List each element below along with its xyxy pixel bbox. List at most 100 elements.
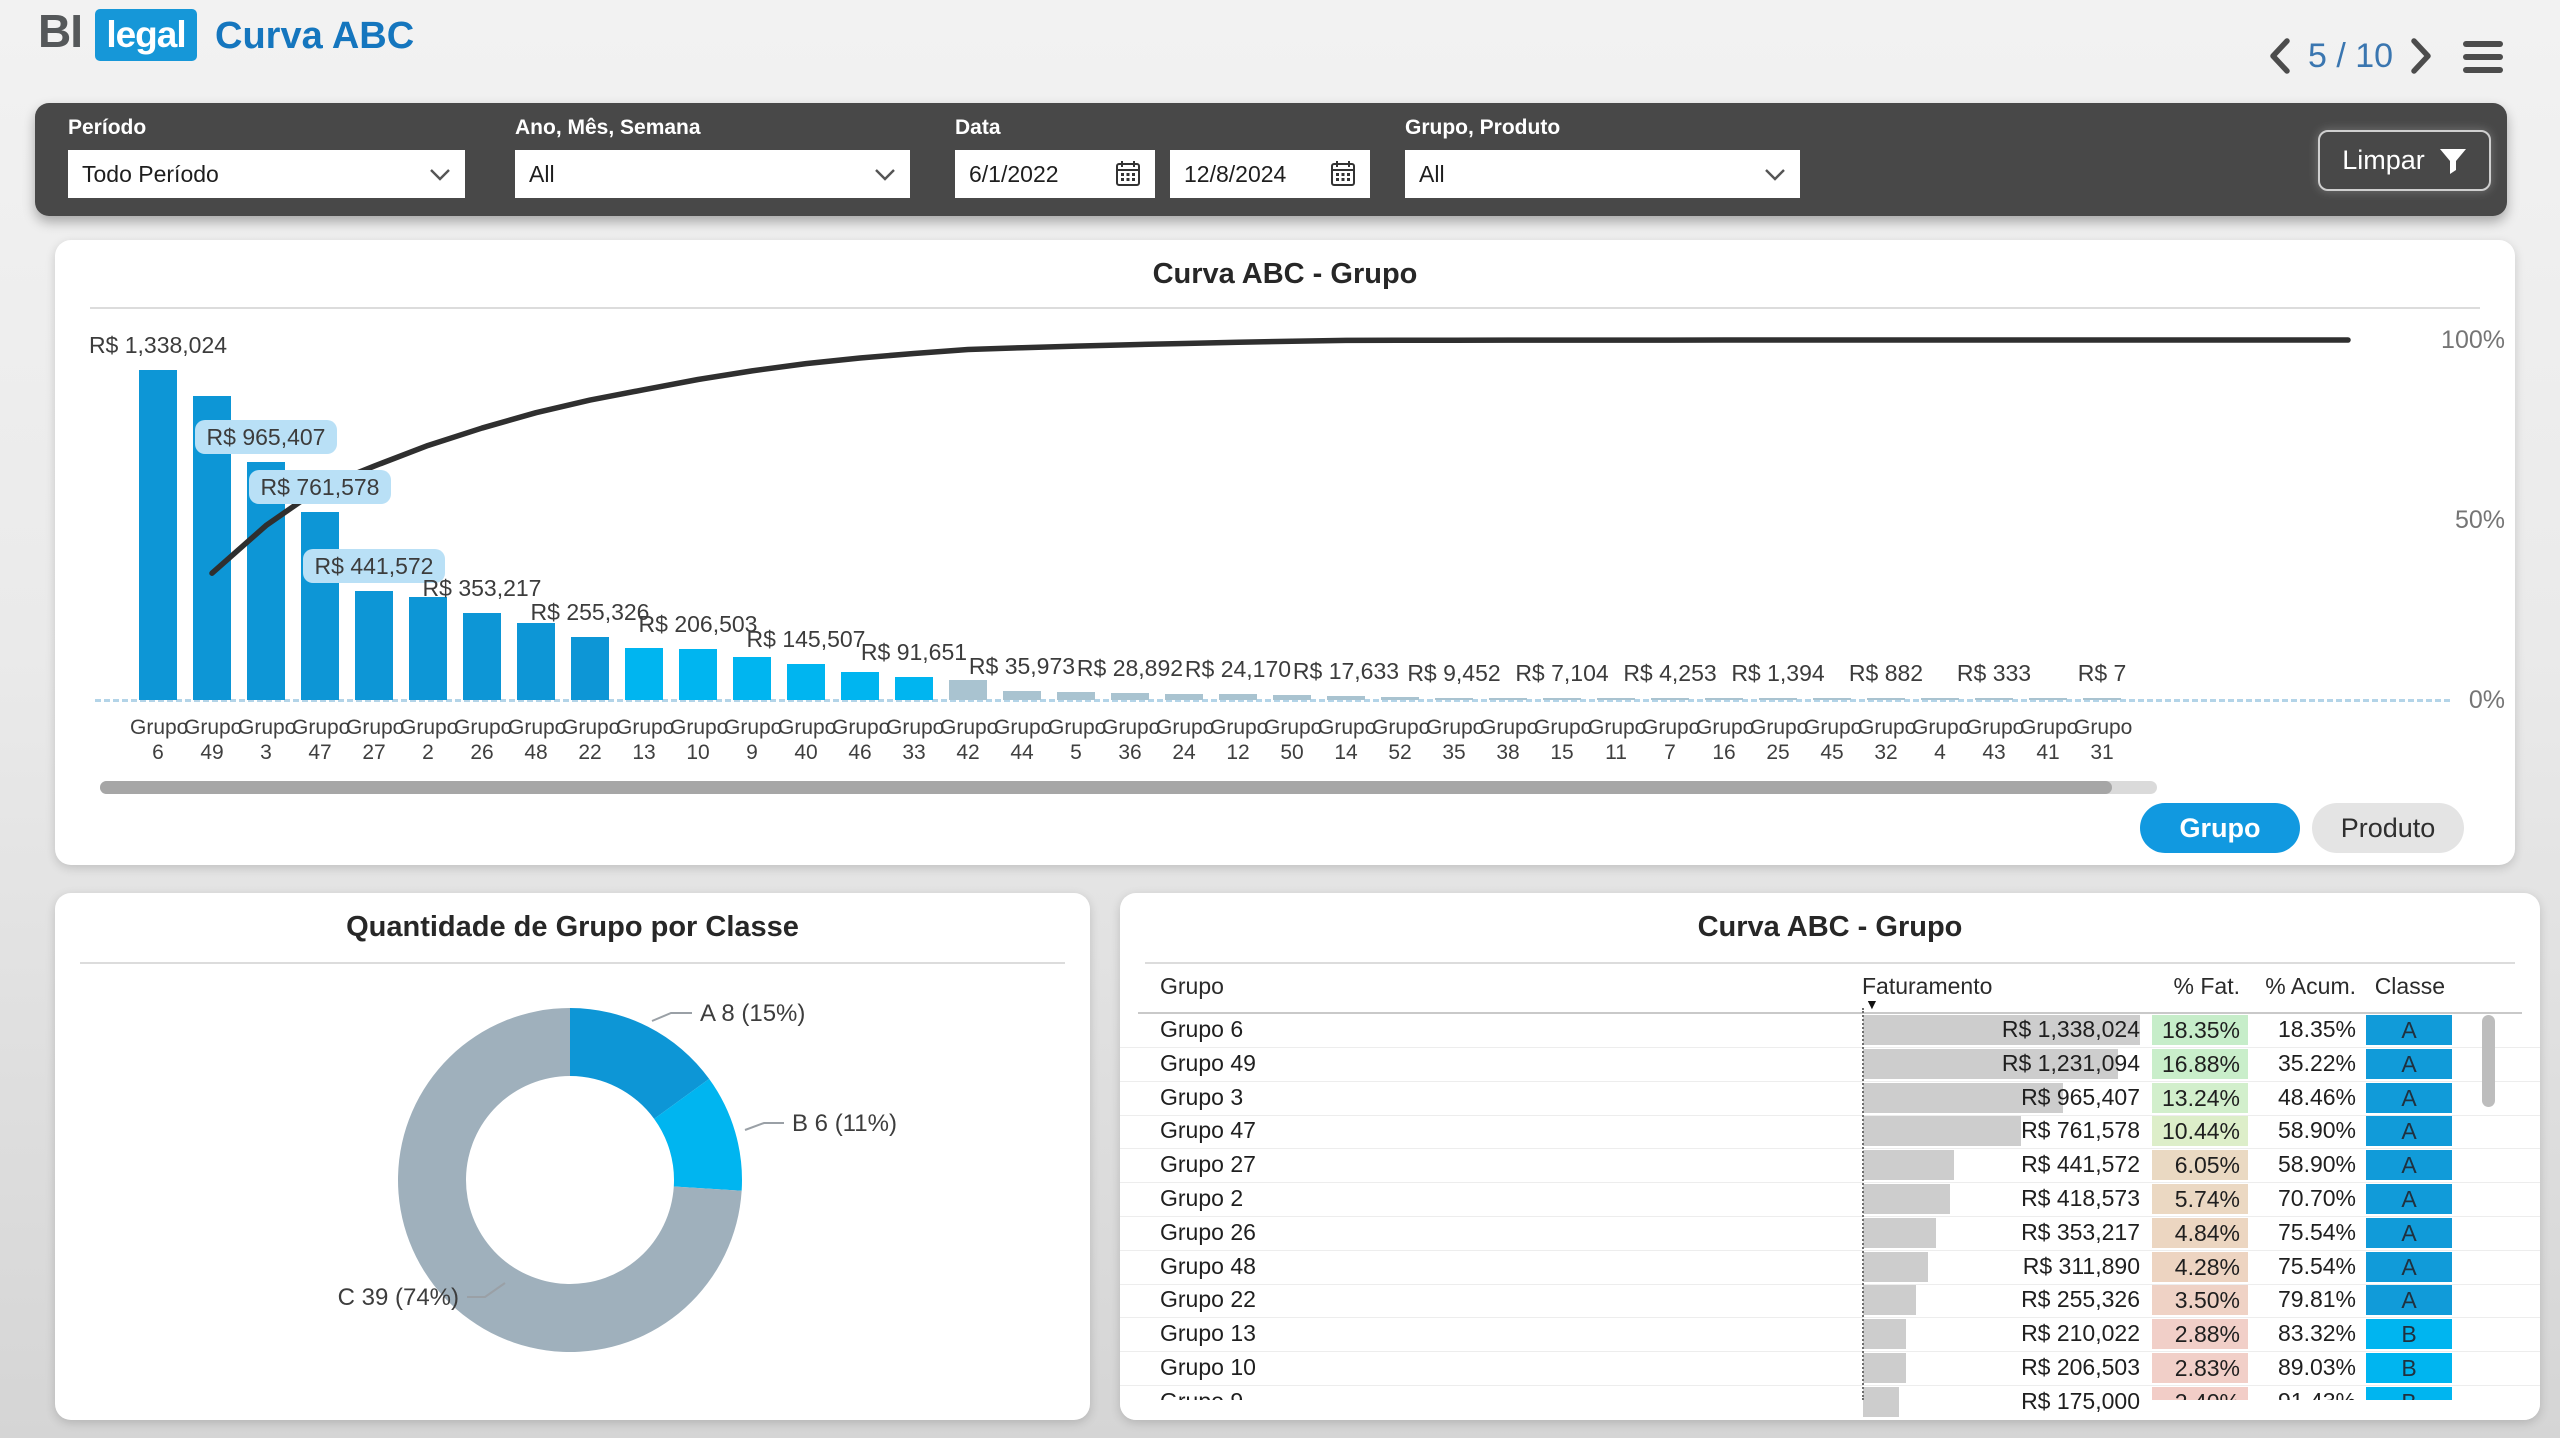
data-end-input[interactable]: 12/8/2024 — [1170, 150, 1370, 198]
donut-slice-b[interactable] — [654, 1078, 742, 1191]
cell-grupo: Grupo 6 — [1160, 1016, 1244, 1042]
pareto-bar-grupo-24[interactable] — [1165, 693, 1203, 700]
pareto-bar-grupo-5[interactable] — [1057, 692, 1095, 700]
pareto-bar-grupo-45[interactable] — [1813, 698, 1851, 700]
next-page-icon[interactable] — [2409, 37, 2433, 75]
data-start-input[interactable]: 6/1/2022 — [955, 150, 1155, 198]
y2-axis-tick-0: 0% — [2468, 686, 2505, 714]
bar-data-label-text: R$ 4,253 — [1623, 660, 1717, 686]
table-scrollbar-thumb[interactable] — [2482, 1015, 2495, 1107]
periodo-chevron-down-icon — [430, 168, 450, 181]
x-axis-label-grupo-2: Grupo 2 — [400, 716, 459, 764]
pareto-bar-grupo-47[interactable] — [301, 512, 339, 700]
grupo-produto-select[interactable]: All — [1405, 150, 1800, 198]
bar-data-label-text: R$ 206,503 — [638, 611, 758, 638]
donut-label-a: A 8 (15%) — [700, 1000, 805, 1027]
pareto-bar-grupo-4[interactable] — [1921, 698, 1959, 700]
pareto-bar-grupo-43[interactable] — [1975, 698, 2013, 700]
pareto-bar-grupo-35[interactable] — [1435, 697, 1473, 700]
table-row-grupo-49[interactable]: Grupo 49 R$ 1,231,094 16.88% 35.22% A — [1120, 1047, 2540, 1082]
table-row-grupo-3[interactable]: Grupo 3 R$ 965,407 13.24% 48.46% A — [1120, 1081, 2540, 1116]
pareto-bar-grupo-32[interactable] — [1867, 698, 1905, 700]
pareto-bar-grupo-14[interactable] — [1327, 695, 1365, 700]
pareto-bar-grupo-52[interactable] — [1381, 696, 1419, 700]
table-row-grupo-10[interactable]: Grupo 10 R$ 206,503 2.83% 89.03% B — [1120, 1351, 2540, 1386]
pareto-bar-grupo-46[interactable] — [841, 671, 879, 700]
pareto-bar-grupo-44[interactable] — [1003, 691, 1041, 700]
column-header-pct-fat[interactable]: % Fat. — [2173, 973, 2240, 999]
table-row-grupo-27[interactable]: Grupo 27 R$ 441,572 6.05% 58.90% A — [1120, 1148, 2540, 1184]
logo-bi-text: BI — [38, 5, 83, 57]
faturamento-axis-line — [1862, 1008, 1864, 1400]
x-axis-label-grupo-25: Grupo 25 — [1750, 716, 1809, 764]
bar-data-label: R$ 35,973 — [912, 649, 1132, 683]
logo-legal-box: legal — [95, 9, 197, 61]
pareto-bar-grupo-33[interactable] — [895, 677, 933, 700]
column-header-classe[interactable]: Classe — [2374, 973, 2445, 999]
cell-pct-fat: 2.83% — [2152, 1353, 2248, 1383]
cell-pct-fat: 16.88% — [2152, 1048, 2248, 1079]
pareto-bar-grupo-27[interactable] — [355, 591, 393, 700]
pareto-bar-grupo-26[interactable] — [463, 612, 501, 700]
cell-pct-fat: 4.28% — [2152, 1251, 2248, 1282]
pareto-bar-grupo-50[interactable] — [1273, 695, 1311, 700]
periodo-select[interactable]: Todo Período — [68, 150, 465, 198]
pareto-bar-grupo-2[interactable] — [409, 596, 447, 700]
cell-pct-fat: 6.05% — [2152, 1150, 2248, 1181]
toggle-produto-button[interactable]: Produto — [2312, 803, 2464, 853]
pareto-bar-grupo-48[interactable] — [517, 623, 555, 700]
cell-faturamento: R$ 418,573 — [2021, 1185, 2140, 1211]
prev-page-icon[interactable] — [2268, 37, 2292, 75]
cell-grupo: Grupo 49 — [1160, 1049, 1256, 1076]
donut-slice-a[interactable] — [570, 1008, 710, 1119]
pareto-bar-grupo-25[interactable] — [1759, 698, 1797, 700]
x-axis-label-grupo-5: Grupo 5 — [1048, 716, 1107, 764]
classe-badge-a: A — [2366, 1150, 2452, 1181]
cell-faturamento: R$ 1,338,024 — [2001, 1016, 2140, 1042]
pareto-bar-grupo-36[interactable] — [1111, 692, 1149, 700]
ano-mes-semana-select[interactable]: All — [515, 150, 910, 198]
pareto-bar-grupo-16[interactable] — [1705, 698, 1743, 700]
column-header-grupo[interactable]: Grupo — [1160, 973, 1224, 999]
pareto-bar-grupo-40[interactable] — [787, 664, 825, 700]
pareto-bar-grupo-31[interactable] — [2083, 698, 2121, 700]
limpar-button[interactable]: Limpar — [2318, 130, 2491, 191]
table-row-grupo-47[interactable]: Grupo 47 R$ 761,578 10.44% 58.90% A — [1120, 1114, 2540, 1150]
table-row-grupo-2[interactable]: Grupo 2 R$ 418,573 5.74% 70.70% A — [1120, 1182, 2540, 1217]
pareto-bar-grupo-41[interactable] — [2029, 698, 2067, 700]
faturamento-data-bar — [1863, 1082, 2063, 1113]
column-header-pct-acum[interactable]: % Acum. — [2265, 973, 2356, 999]
table-row-grupo-26[interactable]: Grupo 26 R$ 353,217 4.84% 75.54% A — [1120, 1216, 2540, 1251]
bar-data-label: R$ 882 — [1776, 656, 1996, 690]
bar-data-label-text: R$ 35,973 — [968, 653, 1076, 680]
pareto-bar-grupo-7[interactable] — [1651, 698, 1689, 700]
menu-icon[interactable] — [2462, 38, 2504, 76]
bar-data-label: R$ 1,394 — [1668, 656, 1888, 690]
faturamento-data-bar — [1863, 1217, 1937, 1248]
y2-axis-tick-50: 50% — [2454, 506, 2505, 534]
chart-scrollbar-thumb[interactable] — [100, 781, 2112, 794]
pareto-bar-grupo-22[interactable] — [571, 637, 609, 700]
pareto-plot-area: 100% 50% 0% R$ 1,338,024 Grupo 6 Grupo 49 R$ … — [55, 240, 2515, 865]
chart-scrollbar-track[interactable] — [100, 781, 2157, 794]
pareto-bar-grupo-10[interactable] — [679, 649, 717, 700]
pareto-bar-grupo-12[interactable] — [1219, 694, 1257, 700]
pareto-bar-grupo-9[interactable] — [733, 656, 771, 700]
pareto-bar-grupo-15[interactable] — [1543, 698, 1581, 700]
table-row-grupo-48[interactable]: Grupo 48 R$ 311,890 4.28% 75.54% A — [1120, 1250, 2540, 1285]
pareto-bar-grupo-13[interactable] — [625, 648, 663, 700]
page-indicator: 5 / 10 — [2308, 36, 2394, 75]
cell-pct-acum: 75.54% — [2277, 1218, 2356, 1245]
cell-pct-fat: 18.35% — [2152, 1015, 2248, 1045]
pareto-bar-grupo-11[interactable] — [1597, 698, 1635, 700]
pareto-bar-grupo-38[interactable] — [1489, 697, 1527, 700]
donut-slice-c[interactable] — [397, 1008, 742, 1352]
x-axis-label-grupo-52: Grupo 52 — [1372, 716, 1431, 764]
toggle-grupo-button[interactable]: Grupo — [2140, 803, 2300, 853]
column-header-faturamento[interactable]: Faturamento — [1862, 973, 1993, 999]
table-row-grupo-6[interactable]: Grupo 6 R$ 1,338,024 18.35% 18.35% A — [1120, 1013, 2540, 1048]
table-row-grupo-13[interactable]: Grupo 13 R$ 210,022 2.88% 83.32% B — [1120, 1317, 2540, 1353]
pareto-bar-grupo-6[interactable] — [139, 370, 177, 700]
pareto-bar-grupo-42[interactable] — [949, 680, 987, 700]
table-row-grupo-22[interactable]: Grupo 22 R$ 255,326 3.50% 79.81% A — [1120, 1283, 2540, 1319]
